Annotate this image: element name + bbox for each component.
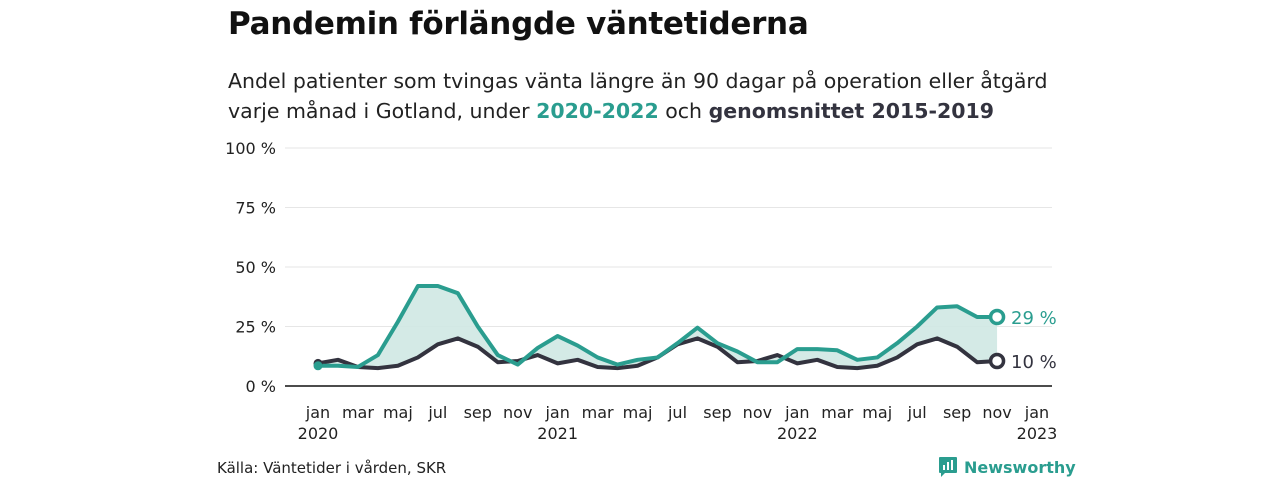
average-end-marker (988, 352, 1006, 370)
subtitle-prefix: varje månad i Gotland, under (228, 99, 537, 123)
x-tick-label: jul (667, 403, 687, 422)
x-tick-label: maj (383, 403, 413, 422)
x-tick-label: maj (623, 403, 653, 422)
x-tick-year-label: 2022 (777, 424, 818, 443)
x-tick-label: nov (743, 403, 772, 422)
pandemic-end-marker (988, 308, 1006, 326)
x-tick-label: mar (821, 403, 853, 422)
subtitle-middle: och (658, 99, 709, 123)
x-tick-label: jul (907, 403, 927, 422)
y-tick-label: 100 % (225, 139, 276, 158)
y-tick-label: 25 % (235, 318, 276, 337)
x-tick-label: sep (943, 403, 971, 422)
y-tick-label: 75 % (235, 199, 276, 218)
x-tick-label: sep (464, 403, 492, 422)
x-tick-label: jan (784, 403, 809, 422)
x-tick-label: mar (342, 403, 374, 422)
x-tick-year-label: 2021 (537, 424, 578, 443)
subtitle-line-2: varje månad i Gotland, under 2020-2022 o… (228, 96, 1068, 126)
subtitle-highlight-pandemic: 2020-2022 (536, 99, 659, 123)
pandemic-end-label: 29 % (1011, 308, 1057, 329)
chart-subtitle: Andel patienter som tvingas vänta längre… (228, 66, 1068, 126)
x-tick-label: jan (305, 403, 330, 422)
x-tick-label: sep (703, 403, 731, 422)
x-tick-year-label: 2023 (1017, 424, 1058, 443)
x-tick-label: nov (503, 403, 532, 422)
brand-name: Newsworthy (964, 457, 1076, 477)
brand-logo: Newsworthy (938, 456, 1076, 478)
average-end-label: 10 % (1011, 352, 1057, 373)
x-tick-label: mar (582, 403, 614, 422)
x-tick-label: nov (982, 403, 1011, 422)
source-note: Källa: Väntetider i vården, SKR (217, 459, 447, 477)
x-tick-label: jan (544, 403, 569, 422)
newsworthy-logo-icon (939, 457, 957, 477)
subtitle-highlight-average: genomsnittet 2015-2019 (708, 99, 995, 123)
pandemic-series-line (316, 284, 1000, 369)
x-tick-year-label: 2020 (298, 424, 339, 443)
x-tick-label: jul (427, 403, 447, 422)
x-tick-label: jan (1024, 403, 1049, 422)
pandemic-start-marker (313, 361, 323, 371)
x-tick-label: maj (862, 403, 892, 422)
subtitle-line-1: Andel patienter som tvingas vänta längre… (228, 69, 1048, 93)
y-tick-label: 50 % (235, 258, 276, 277)
y-tick-label: 0 % (246, 377, 276, 396)
chart-title: Pandemin förlängde väntetiderna (228, 6, 809, 42)
difference-area (318, 286, 998, 369)
